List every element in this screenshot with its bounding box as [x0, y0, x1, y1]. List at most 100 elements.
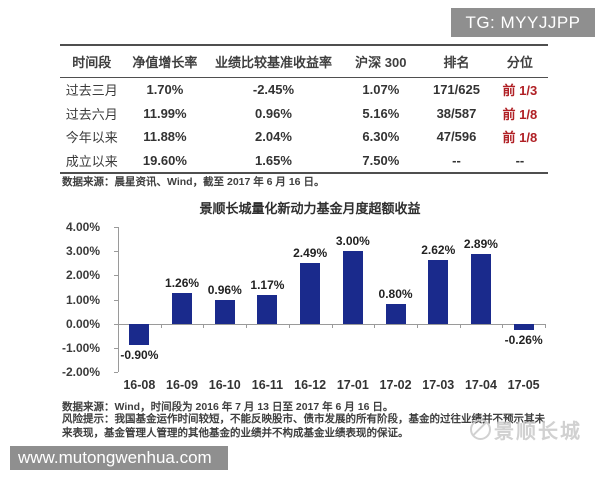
- cell-percentile: 前 1/8: [502, 106, 538, 122]
- cell-percentile: 前 1/8: [502, 130, 538, 146]
- x-axis-category-label: 16-12: [294, 378, 327, 392]
- cell-period: 成立以来: [65, 153, 118, 169]
- bar-value-label: -0.90%: [120, 348, 159, 363]
- x-axis-category-label: 17-02: [379, 378, 412, 392]
- table-row: 过去六月 11.99% 0.96% 5.16% 38/587 前 1/8: [60, 102, 548, 126]
- x-axis-category-label: 17-04: [464, 378, 497, 392]
- cell-benchmark: 1.65%: [255, 152, 292, 168]
- chart-y-axis: 4.00% 3.00% 2.00% 1.00% 0.00% -1.00% -2.00%: [55, 220, 110, 379]
- bar-value-label: 1.26%: [165, 276, 200, 291]
- col-header-percentile: 分位: [506, 55, 533, 70]
- x-axis-tick-mark: [203, 323, 205, 328]
- cell-rank: 38/587: [436, 105, 477, 121]
- bar-value-label: 2.89%: [463, 236, 498, 251]
- y-axis-line: [118, 227, 119, 372]
- bar-value-label: 0.80%: [378, 287, 413, 302]
- col-header-nav-growth: 净值增长率: [132, 55, 198, 70]
- bar-value-label: 1.17%: [250, 278, 285, 293]
- x-axis-tick-mark: [374, 323, 376, 328]
- bar-16-12: [300, 263, 321, 324]
- cell-benchmark: 0.96%: [255, 105, 292, 121]
- bar-17-02: [385, 304, 406, 324]
- bar-17-05: [513, 323, 534, 330]
- cell-rank: 47/596: [436, 129, 477, 145]
- x-axis-tick-mark: [459, 323, 461, 328]
- x-axis-tick-mark: [288, 323, 290, 328]
- y-axis-tick-mark: [114, 227, 118, 228]
- table-row: 今年以来 11.88% 2.04% 6.30% 47/596 前 1/8: [60, 125, 548, 149]
- cell-hs300: 6.30%: [362, 129, 400, 145]
- cell-rank: --: [452, 152, 461, 168]
- col-header-rank: 排名: [443, 55, 470, 70]
- bar-value-label: 2.62%: [421, 243, 456, 258]
- cell-hs300: 5.16%: [362, 105, 400, 121]
- x-axis-category-label: 16-11: [251, 378, 284, 392]
- x-axis-tick-mark: [246, 323, 248, 328]
- y-axis-tick-label: 1.00%: [65, 292, 100, 307]
- bar-17-01: [342, 251, 363, 324]
- x-axis-category-label: 17-03: [422, 378, 455, 392]
- y-axis-tick-label: -1.00%: [61, 340, 100, 355]
- y-axis-tick-mark: [114, 251, 118, 253]
- cell-benchmark: -2.45%: [252, 82, 295, 98]
- cell-hs300: 1.07%: [362, 82, 400, 98]
- cell-nav-growth: 19.60%: [142, 152, 187, 168]
- site-watermark: www.mutongwenhua.com: [10, 446, 228, 470]
- x-axis-tick-mark: [331, 323, 333, 328]
- bar-value-label: -0.26%: [504, 332, 543, 347]
- brand-logo-icon: [470, 419, 491, 440]
- bar-value-label: 2.49%: [293, 246, 328, 261]
- chart-title: 景顺长城量化新动力基金月度超额收益: [199, 201, 421, 216]
- y-axis-tick-mark: [114, 275, 118, 277]
- cell-nav-growth: 11.99%: [143, 105, 187, 121]
- table-source-note: 数据来源：晨星资讯、Wind，截至 2017 年 6 月 16 日。: [62, 176, 325, 188]
- cell-nav-growth: 11.88%: [143, 129, 187, 145]
- cell-hs300: 7.50%: [362, 152, 400, 168]
- bar-16-10: [214, 300, 235, 324]
- cell-period: 过去六月: [65, 106, 118, 122]
- x-axis-tick-mark: [160, 323, 162, 328]
- chart-plot: -0.90% 16-08 1.26% 16-09 0.96% 16-10 1.17% 16-1…: [114, 227, 546, 392]
- x-axis-category-label: 17-01: [336, 378, 369, 392]
- y-axis-tick-mark: [114, 372, 118, 373]
- table-header-row: 时间段 净值增长率 业绩比较基准收益率 沪深 300 排名 分位: [60, 46, 548, 78]
- x-axis-tick-mark: [502, 323, 504, 328]
- table-row: 成立以来 19.60% 1.65% 7.50% -- --: [60, 149, 548, 173]
- col-header-hs300: 沪深 300: [355, 55, 407, 70]
- bar-16-11: [257, 295, 278, 324]
- bar-17-04: [470, 253, 491, 324]
- risk-disclaimer: 风险提示：我国基金运作时间较短，不能反映股市、债市发展的所有阶段，基金的过往业绩…: [62, 413, 545, 439]
- cell-percentile: --: [515, 152, 525, 168]
- col-header-period: 时间段: [72, 55, 112, 70]
- y-axis-tick-label: 2.00%: [65, 268, 100, 283]
- cell-rank: 171/625: [432, 82, 480, 98]
- cell-benchmark: 2.04%: [255, 129, 292, 145]
- bar-16-09: [172, 293, 193, 324]
- table-row: 过去三月 1.70% -2.45% 1.07% 171/625 前 1/3: [60, 78, 548, 102]
- cell-period: 今年以来: [65, 130, 118, 146]
- x-axis-category-label: 16-09: [166, 378, 199, 392]
- brand-watermark-text: 景顺长城: [494, 421, 582, 443]
- chart-source-note: 数据来源：Wind，时间段为 2016 年 7 月 13 日至 2017 年 6…: [62, 401, 394, 413]
- cell-period: 过去三月: [65, 83, 118, 99]
- col-header-benchmark: 业绩比较基准收益率: [214, 55, 332, 70]
- bar-value-label: 0.96%: [207, 283, 242, 298]
- x-axis-tick-mark: [118, 323, 119, 328]
- performance-table: 时间段 净值增长率 业绩比较基准收益率 沪深 300 排名 分位 过去三月 1.…: [60, 44, 548, 174]
- y-axis-tick-mark: [114, 347, 118, 349]
- brand-watermark: 景顺长城: [470, 415, 582, 444]
- y-axis-tick-mark: [114, 299, 118, 301]
- y-axis-tick-label: -2.00%: [61, 365, 100, 379]
- x-axis-category-label: 16-08: [123, 378, 156, 392]
- x-axis-tick-mark: [416, 323, 418, 328]
- y-axis-tick-label: 3.00%: [65, 244, 100, 259]
- bar-17-03: [428, 260, 449, 324]
- bar-16-08: [129, 323, 150, 346]
- y-axis-tick-mark: [114, 323, 118, 325]
- cell-percentile: 前 1/3: [502, 83, 538, 99]
- x-axis-category-label: 17-05: [507, 378, 540, 392]
- tg-badge: TG: MYYJJPP: [451, 8, 595, 37]
- y-axis-tick-label: 0.00%: [65, 316, 100, 331]
- x-axis-tick-mark: [545, 323, 546, 328]
